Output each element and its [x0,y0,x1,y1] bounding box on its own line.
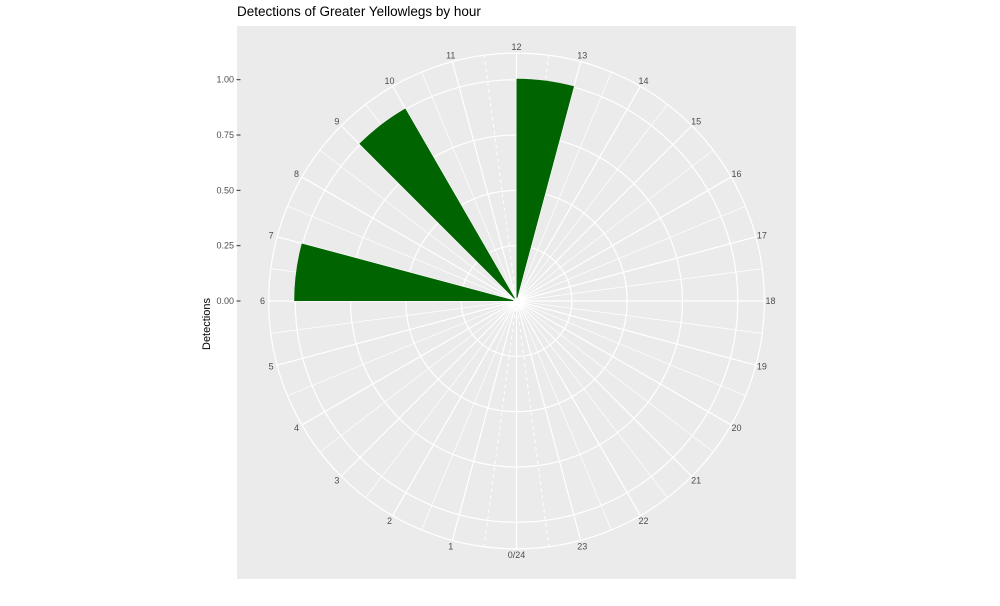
half-hour-gridline [516,300,714,453]
y-tick-label: 1.00 [216,75,234,85]
half-hour-gridline [516,71,612,302]
half-hour-gridline [421,71,517,302]
hour-gridline [516,300,757,366]
y-tick-label: 0.50 [216,185,234,195]
hour-label-13: 13 [577,51,587,61]
hour-gridline [392,300,518,516]
hour-label-7: 7 [269,230,274,240]
hour-label-3: 3 [334,476,339,486]
half-hour-gridline [516,205,746,302]
bar-wedge-hour-12 [516,78,575,301]
hour-label-23: 23 [577,541,587,551]
half-hour-gridline [516,300,668,498]
hour-gridline [451,300,518,541]
hour-label-14: 14 [638,76,648,86]
hour-label-17: 17 [757,230,767,240]
hour-label-4: 4 [294,423,299,433]
hour-label-1: 1 [448,541,453,551]
hour-gridline [516,236,757,302]
hour-label-6: 6 [260,296,265,306]
hour-label-5: 5 [269,362,274,372]
hour-gridline [340,300,517,477]
hour-gridline [516,300,693,477]
half-hour-gridline [516,300,612,531]
hour-gridline [516,125,693,302]
hour-label-22: 22 [638,516,648,526]
center-point [513,297,520,305]
half-hour-gridline [516,300,763,334]
hour-label-15: 15 [691,116,701,126]
bar-wedge-hour-6 [294,243,517,301]
hour-gridline [451,61,518,302]
hour-label-2: 2 [387,516,392,526]
y-axis-ticks: 1.00 0.75 0.50 0.25 0.00 [216,75,241,306]
hour-gridline [516,300,732,426]
half-hour-gridline [319,300,517,453]
hour-label-16: 16 [731,169,741,179]
y-tick-label: 0.75 [216,130,234,140]
half-hour-gridline [516,268,763,302]
half-hour-gridline [287,300,517,397]
half-hour-gridline [287,205,517,302]
half-hour-gridline [421,300,517,531]
hour-gridline [516,176,732,302]
hour-label-20: 20 [731,423,741,433]
hour-labels: 0/24123456789101112131415161718192021222… [260,42,776,560]
hour-gridline [515,300,641,516]
y-axis-title-text: Detections [201,298,213,350]
half-hour-gridline [270,300,517,334]
chart-title: Detections of Greater Yellowlegs by hour [237,4,481,19]
hour-gridline [515,86,641,302]
half-hour-gridline [516,104,668,302]
hour-label-11: 11 [446,51,455,61]
half-hour-gridline [516,149,714,302]
y-tick-label: 0.00 [216,296,234,306]
hour-label-18: 18 [765,296,775,306]
hour-label-0: 0/24 [508,550,526,560]
half-hour-gridline [365,300,517,498]
hour-label-10: 10 [384,76,394,86]
half-hour-gridline [319,149,517,302]
hour-label-9: 9 [334,116,339,126]
hour-gridline [301,300,517,426]
hour-label-12: 12 [511,42,521,52]
hour-gridline [515,300,582,541]
hour-label-19: 19 [757,362,767,372]
hour-gridline [276,300,517,366]
bar-wedge-hour-9 [359,108,517,302]
hour-gridline [301,176,517,302]
y-tick-label: 0.25 [216,241,234,251]
hour-label-8: 8 [294,169,299,179]
half-hour-gridline [516,300,746,397]
hour-label-21: 21 [691,476,701,486]
detection-bars [294,78,575,302]
